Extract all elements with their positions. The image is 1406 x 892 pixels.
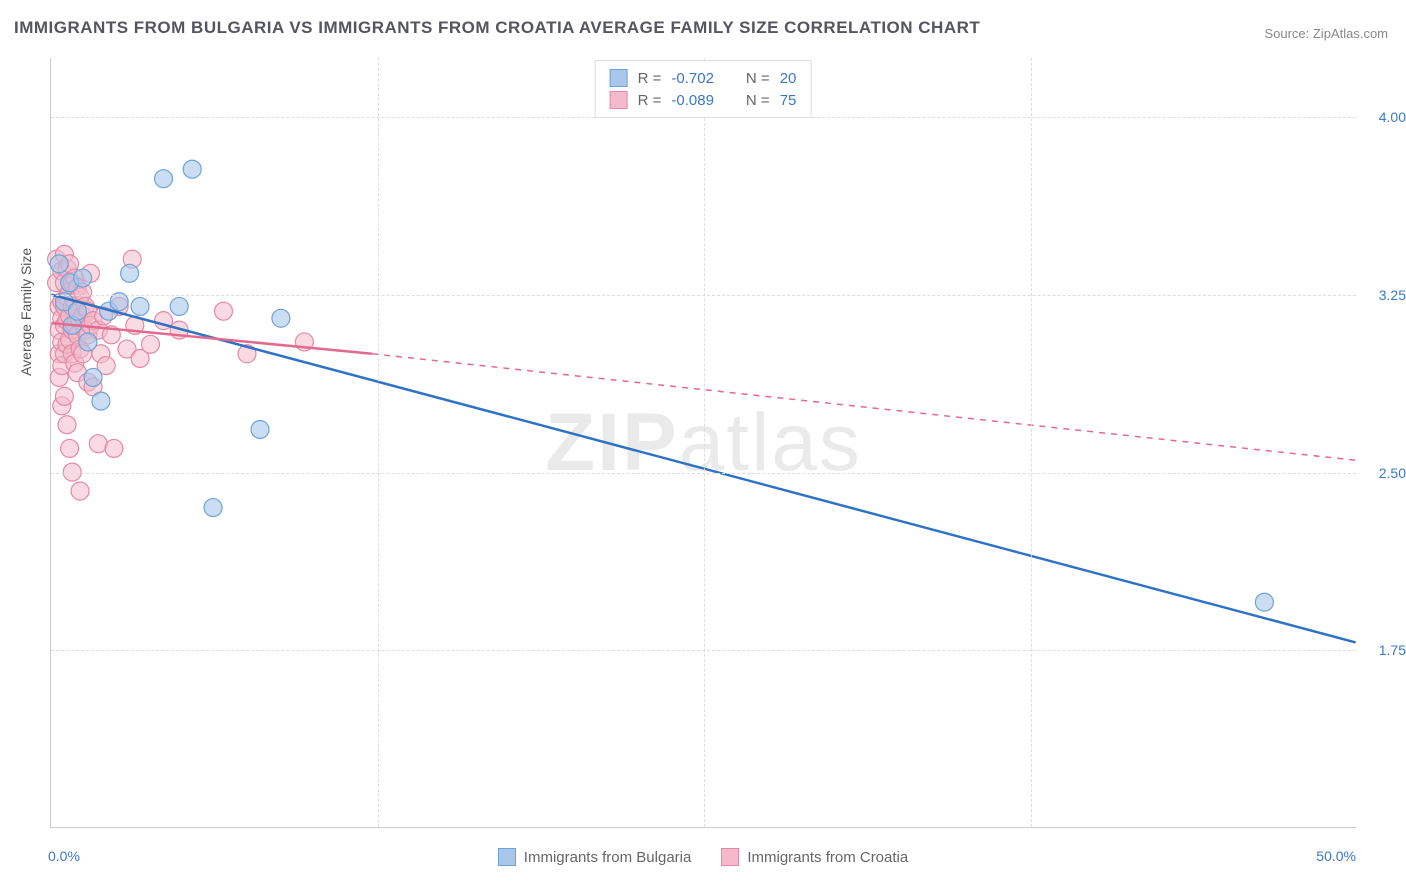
bulgaria-point	[74, 269, 92, 287]
bulgaria-point	[68, 302, 86, 320]
legend-swatch	[721, 848, 739, 866]
r-label: R =	[638, 92, 662, 109]
r-value: -0.702	[671, 70, 714, 87]
bulgaria-point	[1255, 593, 1273, 611]
bulgaria-point	[183, 160, 201, 178]
y-tick-label: 1.75	[1362, 642, 1406, 658]
bulgaria-point	[155, 170, 173, 188]
gridline-v	[378, 58, 379, 827]
croatia-point	[61, 439, 79, 457]
n-label: N =	[746, 70, 770, 87]
r-value: -0.089	[671, 92, 714, 109]
bulgaria-point	[50, 255, 68, 273]
croatia-point	[58, 416, 76, 434]
correlation-legend: R = -0.702 N = 20 R = -0.089 N = 75	[595, 60, 812, 118]
bulgaria-point	[170, 297, 188, 315]
croatia-point	[55, 387, 73, 405]
bulgaria-point	[272, 309, 290, 327]
n-label: N =	[746, 92, 770, 109]
bulgaria-point	[131, 297, 149, 315]
bulgaria-point	[92, 392, 110, 410]
croatia-point	[215, 302, 233, 320]
chart-title: IMMIGRANTS FROM BULGARIA VS IMMIGRANTS F…	[14, 18, 980, 38]
gridline-v	[704, 58, 705, 827]
bulgaria-point	[204, 499, 222, 517]
n-value: 75	[780, 92, 797, 109]
y-tick-label: 4.00	[1362, 109, 1406, 125]
series-legend-item-bulgaria: Immigrants from Bulgaria	[498, 848, 692, 866]
series-label: Immigrants from Bulgaria	[524, 849, 692, 866]
legend-row-bulgaria: R = -0.702 N = 20	[610, 67, 797, 89]
y-tick-label: 2.50	[1362, 465, 1406, 481]
croatia-regression-line	[372, 354, 1355, 460]
series-label: Immigrants from Croatia	[747, 849, 908, 866]
series-legend-item-croatia: Immigrants from Croatia	[721, 848, 908, 866]
r-label: R =	[638, 70, 662, 87]
legend-swatch	[610, 91, 628, 109]
y-tick-label: 3.25	[1362, 287, 1406, 303]
chart-area: ZIPatlas 1.752.503.254.00	[50, 58, 1356, 828]
n-value: 20	[780, 70, 797, 87]
bulgaria-point	[121, 264, 139, 282]
croatia-point	[141, 335, 159, 353]
source-label: Source: ZipAtlas.com	[1264, 26, 1388, 41]
bulgaria-point	[84, 368, 102, 386]
y-axis-label: Average Family Size	[18, 248, 34, 376]
bulgaria-point	[79, 333, 97, 351]
legend-swatch	[498, 848, 516, 866]
croatia-point	[71, 482, 89, 500]
legend-swatch	[610, 69, 628, 87]
bulgaria-point	[251, 420, 269, 438]
series-legend: Immigrants from Bulgaria Immigrants from …	[0, 848, 1406, 866]
legend-row-croatia: R = -0.089 N = 75	[610, 89, 797, 111]
gridline-v	[1031, 58, 1032, 827]
croatia-point	[105, 439, 123, 457]
